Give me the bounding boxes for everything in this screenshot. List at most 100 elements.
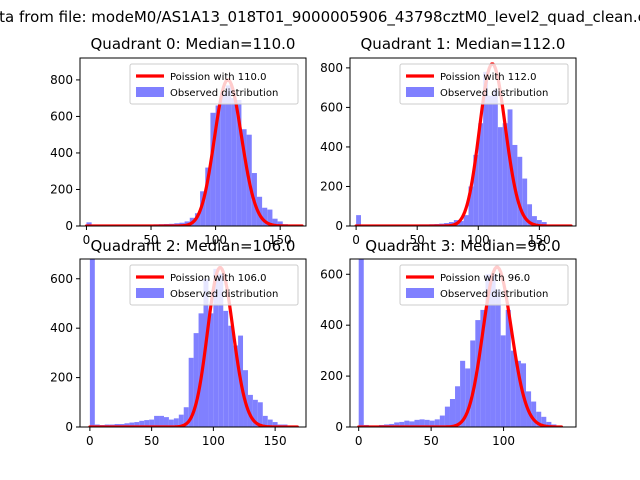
histogram-bar bbox=[225, 85, 232, 226]
legend-observed-swatch bbox=[136, 288, 164, 298]
y-tick-label: 0 bbox=[65, 219, 73, 233]
x-tick-label: 150 bbox=[269, 233, 292, 247]
panel-title-quadrant-0: Quadrant 0: Median=110.0 bbox=[91, 35, 296, 53]
histogram-bar bbox=[218, 273, 224, 427]
legend-box bbox=[129, 63, 299, 105]
histogram-bar bbox=[178, 414, 184, 427]
histogram-bar bbox=[149, 419, 155, 427]
histogram-bar bbox=[531, 401, 537, 427]
histogram-bar bbox=[223, 310, 229, 427]
axes-frame bbox=[349, 57, 577, 227]
x-tick-label: 50 bbox=[144, 434, 159, 448]
histogram-bar bbox=[502, 123, 508, 226]
x-tick-label: 100 bbox=[202, 434, 225, 448]
legend: Poission with 112.0 Observed distribution bbox=[399, 63, 569, 105]
legend-observed-swatch bbox=[406, 288, 434, 298]
histogram-bar bbox=[404, 420, 410, 427]
histogram-bar bbox=[414, 419, 420, 427]
histogram-bar bbox=[247, 394, 253, 427]
legend-poisson-label: Poission with 110.0 bbox=[170, 72, 266, 83]
legend: Poission with 106.0 Observed distribution bbox=[129, 264, 299, 306]
legend-observed-label: Observed distribution bbox=[170, 289, 278, 300]
histogram-bar bbox=[541, 416, 547, 427]
histogram-bar bbox=[168, 419, 174, 427]
histogram-bar bbox=[134, 422, 140, 427]
histogram-bar bbox=[183, 407, 189, 427]
histogram-bar bbox=[262, 415, 268, 427]
histogram-bar bbox=[517, 156, 523, 226]
panel-title-quadrant-2: Quadrant 2: Median=106.0 bbox=[91, 237, 296, 255]
histogram-bar bbox=[394, 422, 400, 427]
histogram-bar bbox=[163, 417, 169, 427]
histogram-bar bbox=[277, 221, 283, 226]
histogram-bar bbox=[241, 129, 247, 226]
histogram-bar bbox=[465, 368, 471, 427]
histogram-bar bbox=[173, 418, 179, 427]
x-tick-label: 50 bbox=[423, 434, 438, 448]
y-tick-label: 800 bbox=[320, 61, 343, 75]
histogram-bar bbox=[439, 415, 445, 427]
y-tick-label: 400 bbox=[320, 318, 343, 332]
legend: Poission with 110.0 Observed distribution bbox=[129, 63, 299, 105]
y-tick-label: 200 bbox=[320, 179, 343, 193]
histogram-bar bbox=[272, 422, 278, 427]
legend-box bbox=[129, 264, 299, 306]
poisson-curve bbox=[88, 266, 299, 427]
histogram-bar bbox=[500, 335, 506, 427]
y-tick-label: 400 bbox=[320, 140, 343, 154]
histogram-bar bbox=[505, 309, 511, 427]
axes-frame bbox=[79, 258, 307, 428]
histogram-bar bbox=[89, 259, 95, 427]
histogram-bar bbox=[536, 411, 542, 427]
histogram-bar bbox=[194, 213, 201, 226]
legend-poisson-label: Poission with 106.0 bbox=[170, 273, 266, 284]
histogram-bar bbox=[492, 89, 498, 226]
histogram-bar bbox=[231, 98, 237, 226]
histogram-bar bbox=[262, 207, 268, 226]
histogram-bar bbox=[463, 215, 469, 226]
legend-poisson-label: Poission with 112.0 bbox=[440, 72, 536, 83]
panel-quadrant-1: 0 50 100 150 0 200 400 600 800 Poission with 112.… bbox=[320, 35, 577, 247]
x-tick-label: 100 bbox=[467, 233, 490, 247]
histogram-bar bbox=[86, 222, 92, 226]
poisson-curve bbox=[84, 78, 304, 226]
histogram-bar bbox=[257, 402, 263, 427]
legend-observed-label: Observed distribution bbox=[440, 88, 548, 99]
histogram-bar bbox=[188, 357, 194, 427]
histogram-bar bbox=[424, 419, 430, 427]
histogram-bar bbox=[483, 71, 489, 226]
x-tick-label: 0 bbox=[83, 233, 91, 247]
histogram-bar bbox=[252, 399, 258, 427]
histogram-bar bbox=[536, 220, 542, 226]
histogram-bar bbox=[490, 274, 496, 427]
legend-observed-label: Observed distribution bbox=[170, 88, 278, 99]
histogram-bar bbox=[193, 333, 199, 427]
histogram-bar bbox=[473, 154, 479, 226]
histogram-bar bbox=[159, 415, 164, 427]
histogram-bar bbox=[267, 419, 273, 427]
y-tick-label: 600 bbox=[320, 267, 343, 281]
x-tick-label: 0 bbox=[355, 434, 363, 448]
poisson-curve bbox=[354, 62, 573, 226]
y-tick-label: 0 bbox=[335, 420, 343, 434]
histogram-bar bbox=[210, 112, 216, 226]
histogram-bar bbox=[468, 186, 474, 226]
x-tick-label: 50 bbox=[410, 233, 425, 247]
x-tick-label: 100 bbox=[204, 233, 227, 247]
histogram-bars bbox=[86, 85, 299, 226]
histogram-bar bbox=[541, 222, 547, 226]
histogram-bar bbox=[455, 386, 461, 427]
histogram-bar bbox=[124, 423, 130, 427]
histogram-bar bbox=[356, 215, 361, 226]
axes-frame bbox=[349, 258, 577, 428]
histogram-bar bbox=[458, 221, 464, 226]
legend: Poission with 96.0 Observed distribution bbox=[399, 264, 569, 306]
x-tick-label: 0 bbox=[352, 233, 360, 247]
histogram-bar bbox=[228, 325, 234, 427]
histogram-bar bbox=[546, 421, 552, 427]
histogram-bar bbox=[532, 216, 537, 226]
y-tick-label: 600 bbox=[50, 109, 73, 123]
histogram-bar bbox=[144, 420, 150, 427]
histogram-bar bbox=[429, 420, 435, 427]
panel-title-quadrant-1: Quadrant 1: Median=112.0 bbox=[361, 35, 566, 53]
